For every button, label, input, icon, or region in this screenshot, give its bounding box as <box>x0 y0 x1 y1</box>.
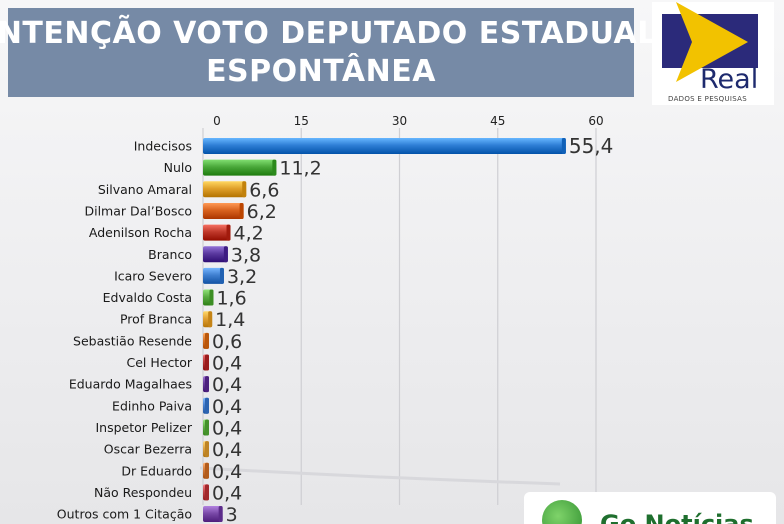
real-logo: Real DADOS E PESQUISAS <box>652 2 774 105</box>
bar-end-cap <box>223 246 228 263</box>
badge-text: Go Notícias <box>600 510 754 524</box>
value-label: 3 <box>226 504 238 524</box>
category-label: Oscar Bezerra <box>104 442 192 457</box>
bar-end-cap <box>218 506 223 523</box>
value-label: 1,4 <box>215 309 245 331</box>
bar-end-cap <box>209 289 214 306</box>
value-label: 11,2 <box>279 158 321 180</box>
bar-5 <box>203 246 228 263</box>
category-label: Eduardo Magalhaes <box>69 377 192 392</box>
bar-17 <box>203 506 223 523</box>
value-label: 0,4 <box>212 396 242 418</box>
bar-end-cap <box>208 311 213 328</box>
value-label: 1,6 <box>216 288 246 310</box>
category-label: Cel Hector <box>126 355 192 370</box>
category-label: Silvano Amaral <box>98 182 192 197</box>
value-label: 0,4 <box>212 482 242 504</box>
chart-title-line2: ESPONTÂNEA <box>206 53 436 89</box>
value-label: 0,4 <box>212 461 242 483</box>
bar-end-cap <box>205 462 209 479</box>
bar-4 <box>203 224 231 241</box>
category-label: Não Respondeu <box>94 485 192 500</box>
bar-1 <box>203 159 277 176</box>
category-label: Dilmar Dal’Bosco <box>84 203 192 218</box>
bar-end-cap <box>205 419 209 436</box>
x-tick-label: 15 <box>294 114 309 128</box>
x-tick-label: 60 <box>588 114 603 128</box>
bar-6 <box>203 267 224 284</box>
value-label: 0,4 <box>212 417 242 439</box>
category-label: Edinho Paiva <box>112 398 192 413</box>
category-label: Outros com 1 Citação <box>57 507 192 522</box>
value-label: 4,2 <box>234 223 264 245</box>
title-banner: INTENÇÃO VOTO DEPUTADO ESTADUAL ESPONTÂN… <box>0 8 656 97</box>
category-label: Inspetor Pelizer <box>95 420 192 435</box>
bar-end-cap <box>205 376 209 393</box>
value-label: 6,6 <box>249 179 279 201</box>
category-label: Dr Eduardo <box>121 463 192 478</box>
category-label: Prof Branca <box>120 312 192 327</box>
category-label: Edvaldo Costa <box>103 290 192 305</box>
bar-end-cap <box>272 159 277 176</box>
real-logo-mark-icon <box>662 2 758 82</box>
bar-end-cap <box>205 441 209 458</box>
leaf-icon <box>542 500 582 524</box>
value-label: 0,4 <box>212 439 242 461</box>
floor-shadow <box>199 466 561 486</box>
logo-subtitle: DADOS E PESQUISAS <box>668 95 747 103</box>
value-label: 6,2 <box>247 201 277 223</box>
bar-end-cap <box>561 138 566 154</box>
x-tick-label: 0 <box>213 114 221 128</box>
category-label: Sebastião Resende <box>73 333 192 348</box>
category-label: Branco <box>148 247 192 262</box>
bar-end-cap <box>205 332 209 349</box>
x-tick-label: 30 <box>392 114 407 128</box>
value-label: 0,4 <box>212 353 242 375</box>
category-label: Adenilson Rocha <box>89 225 192 240</box>
bar-end-cap <box>219 267 224 284</box>
category-label: Indecisos <box>134 139 192 154</box>
category-label: Icaro Severo <box>114 268 192 283</box>
bar-0 <box>203 138 566 154</box>
bar-end-cap <box>205 484 209 501</box>
bar-end-cap <box>205 397 209 414</box>
bar-end-cap <box>205 354 209 371</box>
value-label: 55,4 <box>569 134 614 158</box>
bar-end-cap <box>239 202 244 219</box>
value-label: 0,6 <box>212 331 242 353</box>
bar-end-cap <box>242 181 247 198</box>
x-tick-label: 45 <box>490 114 505 128</box>
value-label: 3,2 <box>227 266 257 288</box>
category-label: Nulo <box>164 160 192 175</box>
logo-word: Real <box>700 64 759 95</box>
bar-end-cap <box>226 224 231 241</box>
bar-2 <box>203 181 247 198</box>
value-label: 3,8 <box>231 244 261 266</box>
bar-3 <box>203 202 244 219</box>
value-label: 0,4 <box>212 374 242 396</box>
go-noticias-badge: Go Notícias <box>524 492 776 524</box>
chart-title-line1: INTENÇÃO VOTO DEPUTADO ESTADUAL <box>0 15 657 51</box>
